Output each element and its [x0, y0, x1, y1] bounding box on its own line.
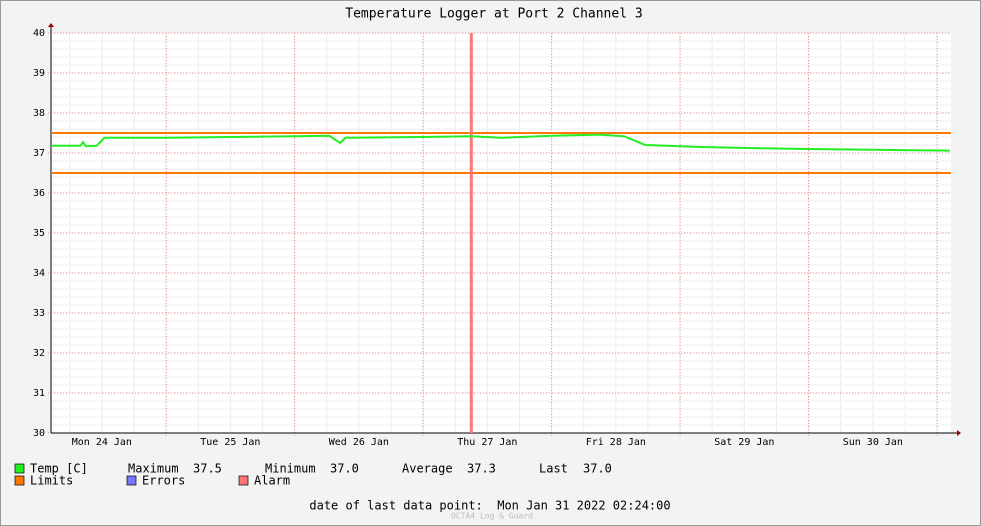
x-tick-label: Sun 30 Jan — [843, 437, 903, 448]
footer: date of last data point: Mon Jan 31 2022… — [309, 499, 670, 513]
stat-value: 37.5 — [193, 462, 222, 476]
y-tick-label: 33 — [33, 308, 45, 319]
stat-name: Maximum — [128, 462, 179, 476]
axis-arrow — [957, 430, 961, 436]
legend-label: Alarm — [254, 474, 290, 488]
y-tick-label: 36 — [33, 188, 45, 199]
stat-name: Last — [539, 462, 568, 476]
y-tick-label: 40 — [33, 28, 45, 39]
legend-swatch — [14, 463, 25, 474]
y-tick-label: 37 — [33, 148, 45, 159]
x-tick-label: Wed 26 Jan — [329, 437, 389, 448]
y-tick-label: 39 — [33, 68, 45, 79]
chart-title: Temperature Logger at Port 2 Channel 3 — [345, 7, 642, 22]
legend-swatch — [238, 475, 249, 486]
x-tick-label: Thu 27 Jan — [457, 437, 517, 448]
x-tick-label: Mon 24 Jan — [72, 437, 132, 448]
legend-label: Errors — [142, 474, 185, 488]
legend-swatch — [126, 475, 137, 486]
stat-name: Minimum — [265, 462, 316, 476]
x-tick-label: Tue 25 Jan — [200, 437, 260, 448]
x-tick-label: Sat 29 Jan — [714, 437, 774, 448]
y-tick-label: 30 — [33, 428, 45, 439]
legend-swatch — [14, 475, 25, 486]
legend-label: Limits — [30, 474, 73, 488]
x-tick-label: Fri 28 Jan — [586, 437, 646, 448]
y-tick-label: 35 — [33, 228, 45, 239]
stat-value: 37.0 — [330, 462, 359, 476]
stat-value: 37.3 — [467, 462, 496, 476]
legend-label: Temp [C] — [30, 462, 88, 476]
y-tick-label: 31 — [33, 388, 45, 399]
y-tick-label: 34 — [33, 268, 45, 279]
axis-arrow — [48, 23, 54, 27]
stat-name: Average — [402, 462, 453, 476]
stat-value: 37.0 — [583, 462, 612, 476]
y-tick-label: 38 — [33, 108, 45, 119]
y-tick-label: 32 — [33, 348, 45, 359]
series-line — [51, 133, 950, 152]
watermark: OCTA4 Log & Guard — [451, 512, 533, 521]
